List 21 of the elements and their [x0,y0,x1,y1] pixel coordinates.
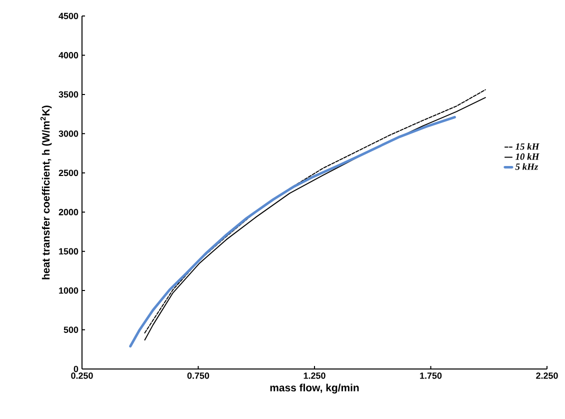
x-tick-label: 0.750 [187,372,210,379]
y-tick-label: 1500 [59,248,78,255]
y-tick-label: 4000 [58,52,78,58]
y-tick-label: 2000 [58,208,78,216]
y-tick-label: 2500 [58,170,78,176]
legend-label: 5 kHz [515,163,538,170]
x-tick-label: 1.750 [420,372,442,379]
line-series [129,116,456,348]
x-axis-title: mass flow, kg/min [270,384,359,394]
x-tick-label: 2.250 [536,372,558,379]
x-tick-label: 1.250 [304,372,326,379]
legend-label: 10 kH [515,153,540,160]
y-tick-label: 500 [64,326,78,333]
y-tick-label: 1000 [59,287,78,294]
y-tick-label: 3500 [58,91,78,98]
y-axis-title: heat transfer coefficient, h (W/m$^{2}$K) [40,106,52,280]
y-tick-label: 3000 [58,130,78,137]
y-tick-label: 4500 [58,12,78,20]
y-tick-label: 0 [74,366,78,372]
x-tick-label: 0.250 [71,372,93,379]
legend-label: 15 kH [515,143,540,150]
